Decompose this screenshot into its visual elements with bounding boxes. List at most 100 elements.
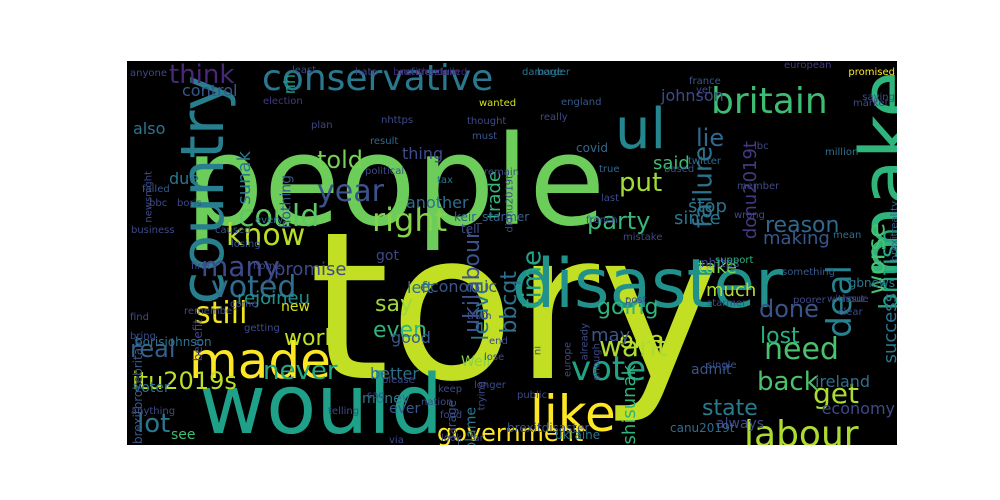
- cloud-word: make: [843, 71, 897, 280]
- cloud-word: rishisunak: [619, 364, 640, 445]
- cloud-word: tax: [437, 175, 453, 186]
- cloud-word: always: [716, 416, 764, 432]
- cloud-word: telling: [328, 406, 359, 417]
- cloud-word: brexithasfailed: [393, 67, 467, 78]
- cloud-word: ul: [615, 97, 666, 162]
- cloud-word: lot: [137, 409, 170, 439]
- cloud-word: may: [591, 325, 631, 346]
- cloud-word: member: [737, 181, 780, 192]
- cloud-word: issue: [843, 294, 869, 305]
- cloud-word: europe: [562, 342, 573, 377]
- cloud-word: want: [599, 330, 668, 363]
- cloud-word: nation: [421, 397, 453, 408]
- cloud-word: ukraine: [555, 428, 600, 442]
- cloud-word: every: [255, 215, 283, 226]
- cloud-word: plan: [311, 120, 333, 131]
- cloud-word: since: [674, 208, 721, 229]
- cloud-word: still: [195, 296, 247, 331]
- cloud-word: first: [191, 261, 211, 272]
- cloud-word: right: [372, 201, 447, 239]
- cloud-word: gbnews: [849, 276, 895, 290]
- cloud-word: admit: [691, 362, 732, 378]
- cloud-word: something: [782, 267, 835, 278]
- cloud-word: voter: [133, 380, 170, 396]
- cloud-word: find: [130, 312, 149, 323]
- cloud-word: remain: [484, 167, 519, 178]
- cloud-word: real: [130, 335, 175, 363]
- cloud-word: labour: [744, 414, 859, 445]
- cloud-word: disaster: [512, 245, 783, 324]
- cloud-word: like: [530, 385, 616, 443]
- cloud-word: truth: [467, 311, 492, 322]
- cloud-word: itu2019s: [132, 367, 237, 395]
- cloud-word: true: [599, 164, 620, 175]
- cloud-word: get: [813, 377, 859, 410]
- cloud-word: sad: [367, 390, 385, 401]
- cloud-word: nhttps: [701, 256, 740, 270]
- cloud-word: brexitdisaster: [507, 421, 589, 435]
- cloud-word: economic: [420, 277, 497, 296]
- cloud-word: end: [489, 336, 508, 347]
- cloud-word: vote: [571, 349, 646, 389]
- cloud-word: sunak: [234, 150, 255, 204]
- cloud-word: said: [653, 153, 690, 174]
- cloud-word: much: [706, 280, 756, 301]
- cloud-word: nh: [280, 74, 299, 94]
- cloud-word: really: [540, 112, 568, 123]
- cloud-word: work: [284, 326, 337, 351]
- cloud-word: Well: [461, 354, 490, 370]
- cloud-word: never: [263, 356, 338, 386]
- cloud-word: referendum: [401, 67, 460, 78]
- cloud-word: left: [407, 278, 433, 297]
- cloud-word: control: [182, 81, 237, 100]
- cloud-word: keep: [438, 384, 462, 395]
- cloud-word: time: [517, 250, 547, 309]
- cloud-word: bbcqt: [497, 271, 522, 334]
- cloud-word: worse: [863, 223, 891, 294]
- cloud-word: voted: [211, 270, 296, 305]
- cloud-word: failure: [688, 146, 718, 228]
- cloud-word: without: [827, 294, 865, 305]
- cloud-word: new: [281, 299, 310, 315]
- cloud-word: donu2019t: [740, 141, 761, 239]
- cloud-word: didnu2019t: [504, 175, 515, 233]
- cloud-word: million: [825, 147, 858, 158]
- cloud-word: deal: [820, 265, 860, 338]
- cloud-word: benefit: [191, 319, 205, 362]
- word-cloud-panel: tory people would make disaster country made li…: [127, 61, 897, 445]
- cloud-word: brexitreality: [889, 201, 897, 261]
- cloud-word: need: [764, 332, 839, 367]
- cloud-word: ever: [389, 401, 421, 417]
- cloud-word: wrong: [734, 210, 765, 221]
- cloud-word: business: [131, 225, 175, 236]
- cloud-word: losing: [231, 239, 261, 250]
- cloud-word: caused: [215, 225, 251, 236]
- cloud-word: public: [517, 390, 547, 401]
- cloud-word: border: [537, 67, 571, 78]
- cloud-word: england: [561, 97, 601, 108]
- cloud-word: would: [199, 358, 443, 445]
- cloud-word: put: [619, 168, 662, 198]
- cloud-word: ukilabour: [460, 229, 485, 333]
- cloud-word: one: [619, 326, 664, 354]
- cloud-word: come: [230, 299, 258, 310]
- cloud-word: look: [441, 433, 462, 444]
- cloud-word: please: [382, 375, 415, 386]
- cloud-word: even: [373, 318, 427, 343]
- cloud-word: political: [365, 166, 404, 177]
- cloud-word: done: [759, 295, 819, 323]
- cloud-word: rejoineu: [237, 288, 310, 309]
- cloud-word: country: [168, 75, 238, 304]
- cloud-word: longer: [474, 380, 507, 391]
- cloud-word: better: [370, 364, 419, 383]
- cloud-word: back: [757, 367, 819, 397]
- cloud-word: also: [133, 119, 165, 138]
- cloud-word: tell: [461, 222, 480, 236]
- cloud-word: good: [391, 328, 431, 347]
- cloud-word: boris: [177, 198, 202, 209]
- cloud-word: anyone: [130, 68, 167, 79]
- cloud-word: last: [601, 193, 619, 204]
- cloud-word: food: [440, 410, 462, 421]
- cloud-word: keir_starmer: [454, 210, 529, 224]
